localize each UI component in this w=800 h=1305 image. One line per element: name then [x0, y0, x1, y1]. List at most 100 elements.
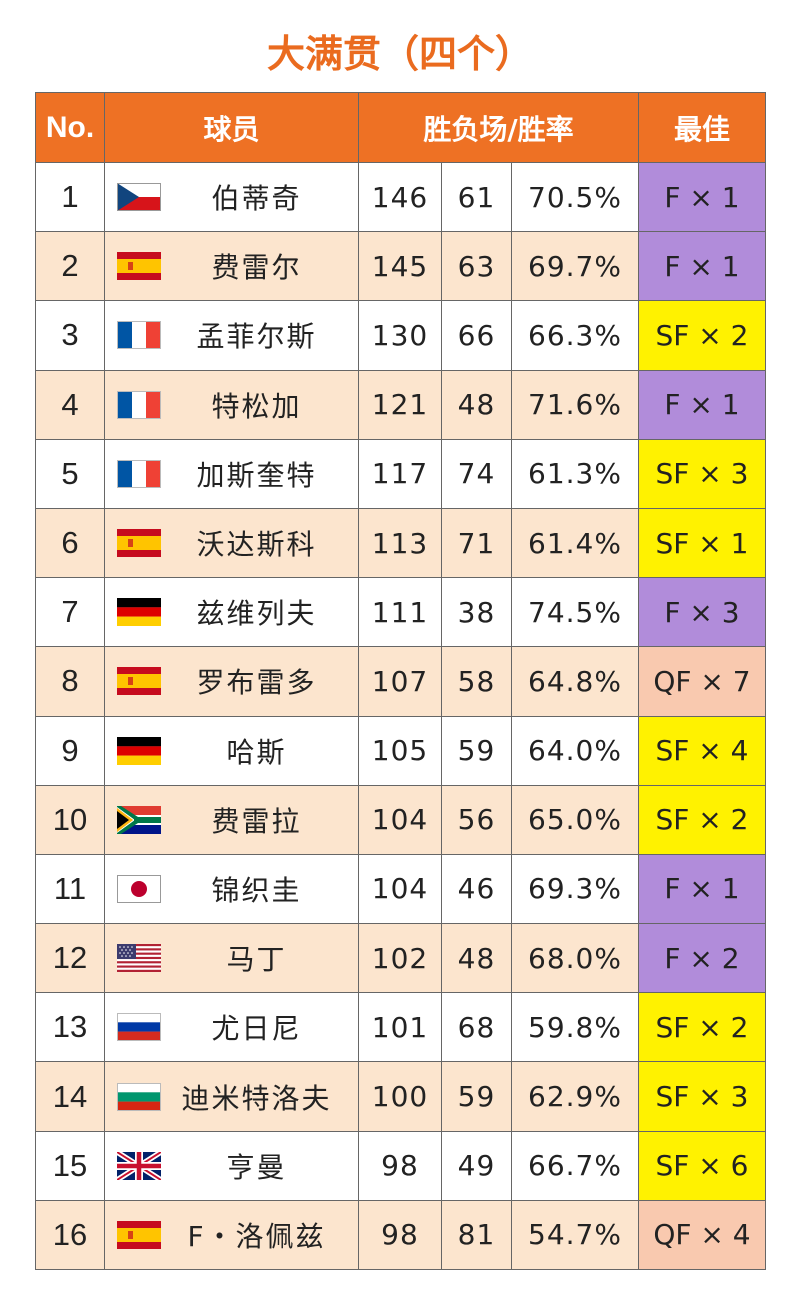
player-cell: F・洛佩兹: [104, 1199, 359, 1271]
win-rate-cell: 65.0%: [510, 784, 640, 855]
spain-flag-icon: [117, 1220, 161, 1249]
win-rate-cell: 68.0%: [510, 923, 640, 994]
player-name: 加斯奎特: [196, 458, 317, 492]
best-result-cell: QF × 4: [638, 1199, 767, 1271]
rank-cell: 2: [35, 231, 105, 302]
germany-flag-icon: [117, 598, 161, 627]
table-row: 5 加斯奎特 117 74 61.3% SF × 3: [35, 438, 767, 509]
player-name: 沃达斯科: [196, 528, 317, 562]
wins-cell: 101: [358, 992, 442, 1063]
win-rate-cell: 69.7%: [510, 231, 640, 302]
header-no: No.: [35, 92, 105, 163]
win-rate-cell: 66.7%: [510, 1130, 640, 1201]
spain-flag-icon: [117, 529, 161, 558]
rank-cell: 6: [35, 507, 105, 579]
player-cell: 罗布雷多: [104, 646, 359, 717]
losses-cell: 71: [441, 507, 512, 579]
spain-flag-icon: [117, 667, 161, 696]
player-name: 费雷拉: [211, 804, 302, 838]
losses-cell: 48: [441, 923, 512, 994]
losses-cell: 38: [441, 577, 512, 648]
win-rate-cell: 64.0%: [510, 715, 640, 786]
win-rate-cell: 69.3%: [510, 853, 640, 925]
player-cell: 孟菲尔斯: [104, 300, 359, 371]
table-row: 7 兹维列夫 111 38 74.5% F × 3: [35, 577, 767, 648]
losses-cell: 49: [441, 1130, 512, 1201]
table-row: 8 罗布雷多 107 58 64.8% QF × 7: [35, 646, 767, 717]
win-rate-cell: 59.8%: [510, 992, 640, 1063]
table-row: 9 哈斯 105 59 64.0% SF × 4: [35, 715, 767, 786]
win-rate-cell: 71.6%: [510, 369, 640, 440]
france-flag-icon: [117, 390, 161, 419]
player-name: 特松加: [211, 389, 302, 423]
best-result-cell: F × 1: [638, 161, 767, 233]
czech-flag-icon: [117, 183, 161, 212]
bulgaria-flag-icon: [117, 1082, 161, 1111]
russia-flag-icon: [117, 1013, 161, 1042]
player-cell: 尤日尼: [104, 992, 359, 1063]
stats-table: No. 球员 胜负场/胜率 最佳 1 伯蒂奇 146 61 70.5% F × 1 2 费雷尔…: [35, 92, 767, 1271]
header-player: 球员: [104, 92, 359, 163]
best-result-cell: SF × 6: [638, 1130, 767, 1201]
win-rate-cell: 54.7%: [510, 1199, 640, 1271]
player-name: 孟菲尔斯: [196, 320, 317, 354]
wins-cell: 130: [358, 300, 442, 371]
rank-cell: 12: [35, 923, 105, 994]
japan-flag-icon: [117, 874, 161, 903]
spain-flag-icon: [117, 252, 161, 281]
win-rate-cell: 70.5%: [510, 161, 640, 233]
player-name: 哈斯: [226, 735, 287, 769]
win-rate-cell: 66.3%: [510, 300, 640, 371]
player-name: 费雷尔: [211, 251, 302, 285]
wins-cell: 104: [358, 853, 442, 925]
rank-cell: 7: [35, 577, 105, 648]
player-cell: 费雷拉: [104, 784, 359, 855]
best-result-cell: SF × 1: [638, 507, 767, 579]
rank-cell: 11: [35, 853, 105, 925]
best-result-cell: F × 2: [638, 923, 767, 994]
losses-cell: 58: [441, 646, 512, 717]
best-result-cell: SF × 4: [638, 715, 767, 786]
losses-cell: 48: [441, 369, 512, 440]
wins-cell: 145: [358, 231, 442, 302]
player-cell: 马丁: [104, 923, 359, 994]
player-cell: 锦织圭: [104, 853, 359, 925]
wins-cell: 117: [358, 438, 442, 509]
losses-cell: 63: [441, 231, 512, 302]
uk-flag-icon: [117, 1151, 161, 1180]
win-rate-cell: 64.8%: [510, 646, 640, 717]
table-row: 15 亨曼 98 49 66.7% SF × 6: [35, 1130, 767, 1201]
player-name: 兹维列夫: [196, 597, 317, 631]
losses-cell: 81: [441, 1199, 512, 1271]
wins-cell: 121: [358, 369, 442, 440]
table-row: 4 特松加 121 48 71.6% F × 1: [35, 369, 767, 440]
wins-cell: 146: [358, 161, 442, 233]
best-result-cell: F × 1: [638, 231, 767, 302]
player-name: 锦织圭: [211, 873, 302, 907]
rank-cell: 3: [35, 300, 105, 371]
rank-cell: 1: [35, 161, 105, 233]
rank-cell: 14: [35, 1061, 105, 1132]
usa-flag-icon: [117, 944, 161, 973]
losses-cell: 68: [441, 992, 512, 1063]
player-name: 罗布雷多: [196, 666, 317, 700]
player-name: 尤日尼: [211, 1012, 302, 1046]
france-flag-icon: [117, 321, 161, 350]
wins-cell: 98: [358, 1199, 442, 1271]
losses-cell: 74: [441, 438, 512, 509]
best-result-cell: SF × 2: [638, 300, 767, 371]
rank-cell: 10: [35, 784, 105, 855]
losses-cell: 56: [441, 784, 512, 855]
table-row: 2 费雷尔 145 63 69.7% F × 1: [35, 231, 767, 302]
rank-cell: 15: [35, 1130, 105, 1201]
south-africa-flag-icon: [117, 805, 161, 834]
rank-cell: 13: [35, 992, 105, 1063]
losses-cell: 59: [441, 1061, 512, 1132]
table-row: 6 沃达斯科 113 71 61.4% SF × 1: [35, 507, 767, 579]
wins-cell: 111: [358, 577, 442, 648]
player-cell: 哈斯: [104, 715, 359, 786]
win-rate-cell: 61.4%: [510, 507, 640, 579]
player-cell: 兹维列夫: [104, 577, 359, 648]
losses-cell: 61: [441, 161, 512, 233]
